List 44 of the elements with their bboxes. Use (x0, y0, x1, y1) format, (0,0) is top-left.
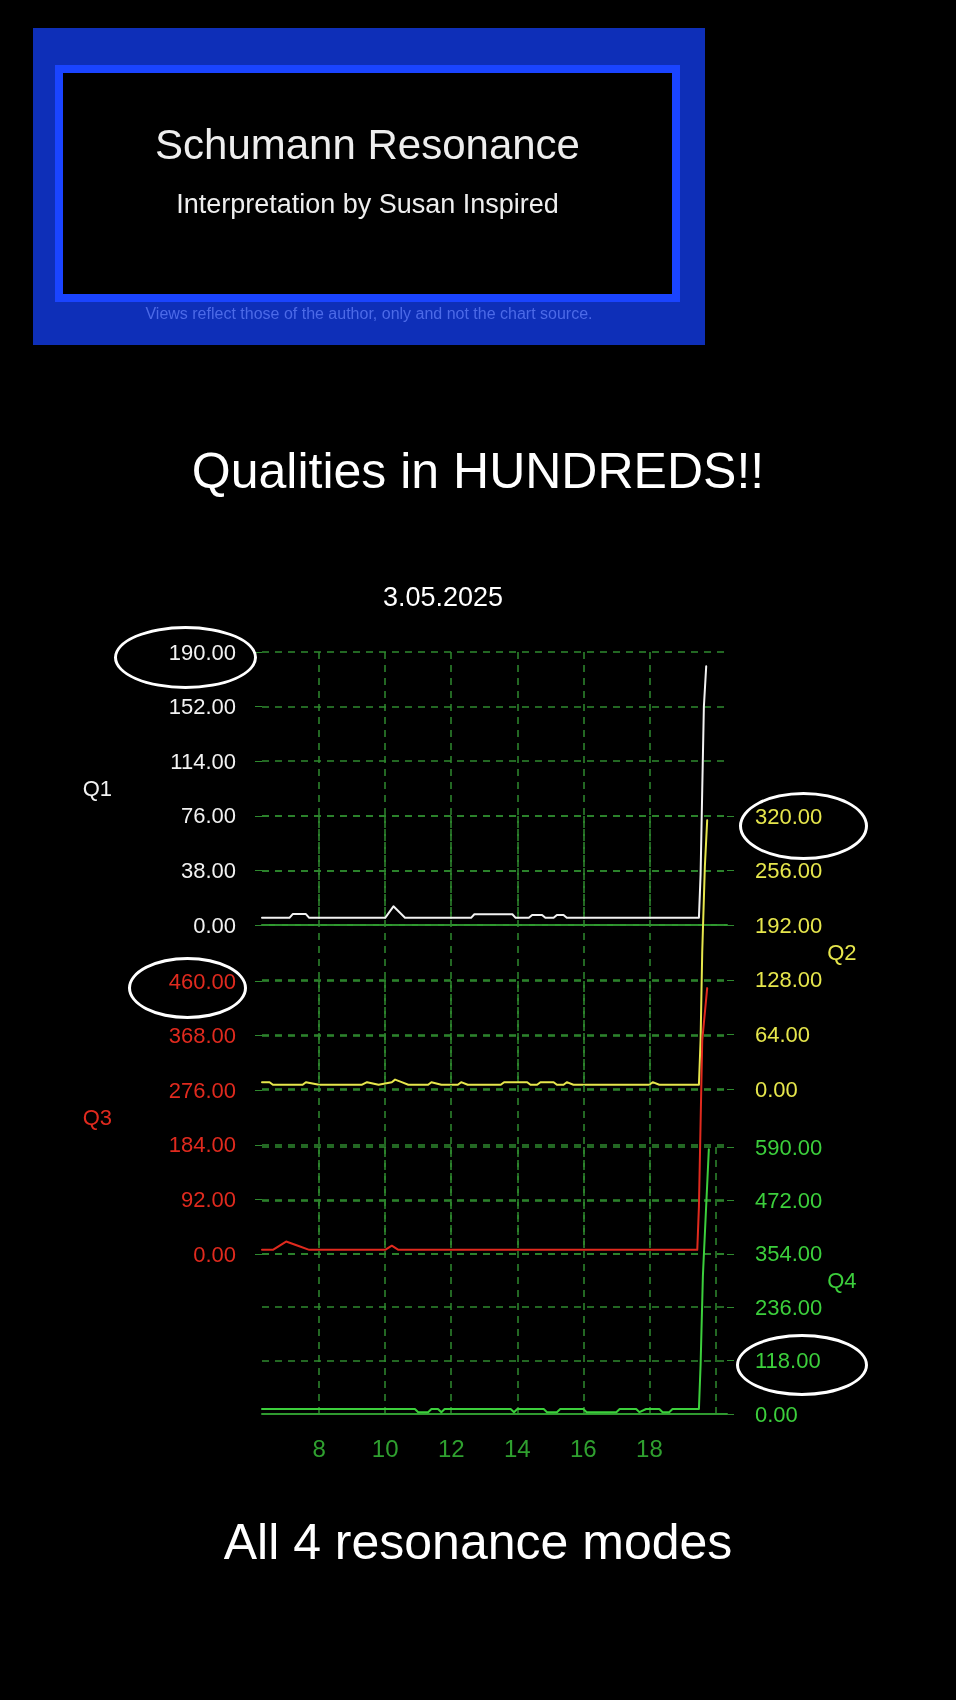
x-tick-label: 10 (371, 1434, 399, 1462)
y-tick-label: 276.00 (168, 1077, 236, 1103)
y2-tick-label: 118.00 (755, 1348, 821, 1374)
y2-tick-label: 320.00 (755, 803, 823, 829)
x-tick-label: 16 (569, 1434, 597, 1462)
y-tick-label: 0.00 (193, 912, 236, 938)
y-axis-title: Q3 (82, 1105, 112, 1130)
y2-tick-label: 354.00 (755, 1241, 823, 1267)
x-tick-label: 18 (636, 1434, 663, 1462)
y2-axis-title: Q4 (827, 1268, 857, 1293)
y-tick-label: 92.00 (180, 1186, 236, 1212)
text: Qualities in HUNDREDS!! (190, 442, 766, 500)
y-tick-label: 152.00 (168, 694, 236, 720)
y2-tick-label: 256.00 (755, 858, 823, 884)
y-tick-label: 114.00 (170, 748, 236, 774)
line-series (261, 987, 709, 1251)
y2-tick-label: 0.00 (755, 1076, 798, 1102)
line-series (261, 1148, 710, 1414)
line-series (261, 819, 709, 1086)
y2-axis-title: Q2 (827, 940, 857, 965)
y-tick-label: 184.00 (168, 1132, 236, 1158)
line-series (261, 665, 708, 919)
y-tick-label: 460.00 (168, 968, 236, 994)
y2-tick-label: 236.00 (755, 1294, 823, 1320)
y2-tick-label: 64.00 (755, 1021, 811, 1047)
y2-tick-label: 0.00 (755, 1401, 798, 1427)
text: All 4 resonance modes (222, 1513, 734, 1571)
y-axis-title: Q1 (82, 776, 112, 801)
y2-tick-label: 128.00 (755, 967, 823, 993)
y2-tick-label: 590.00 (755, 1134, 823, 1160)
x-tick-label: 8 (312, 1434, 326, 1462)
text: 3.05.2025 (381, 582, 505, 613)
chart-subtitle: Interpretation by Susan Inspired (175, 189, 560, 220)
text: Views reflect those of the author, only and not the chart source. (144, 305, 594, 323)
y-tick-label: 38.00 (180, 857, 236, 883)
y2-tick-label: 192.00 (755, 912, 823, 938)
y-tick-label: 76.00 (180, 803, 236, 829)
y-tick-label: 190.00 (168, 639, 236, 665)
y2-tick-label: 472.00 (755, 1187, 823, 1213)
x-tick-label: 14 (503, 1434, 531, 1462)
y-tick-label: 0.00 (193, 1241, 236, 1267)
chart-title: Schumann Resonance (154, 121, 581, 169)
y-tick-label: 368.00 (168, 1023, 236, 1049)
x-tick-label: 12 (437, 1434, 465, 1462)
